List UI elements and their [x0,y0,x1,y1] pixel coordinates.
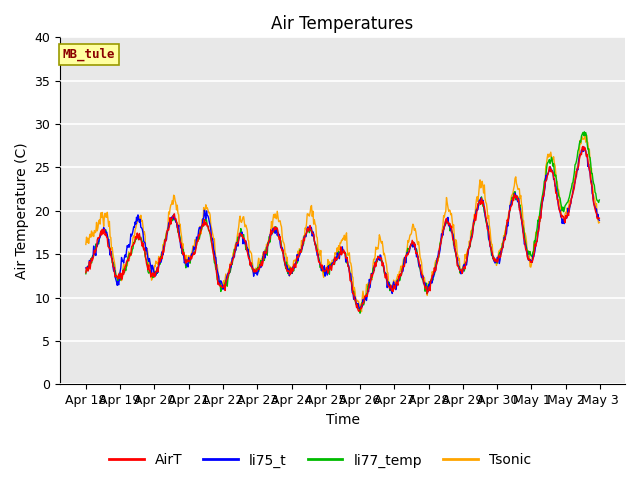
X-axis label: Time: Time [326,413,360,427]
Legend: AirT, li75_t, li77_temp, Tsonic: AirT, li75_t, li77_temp, Tsonic [104,448,536,473]
Title: Air Temperatures: Air Temperatures [271,15,413,33]
Y-axis label: Air Temperature (C): Air Temperature (C) [15,143,29,279]
Text: MB_tule: MB_tule [63,48,115,61]
